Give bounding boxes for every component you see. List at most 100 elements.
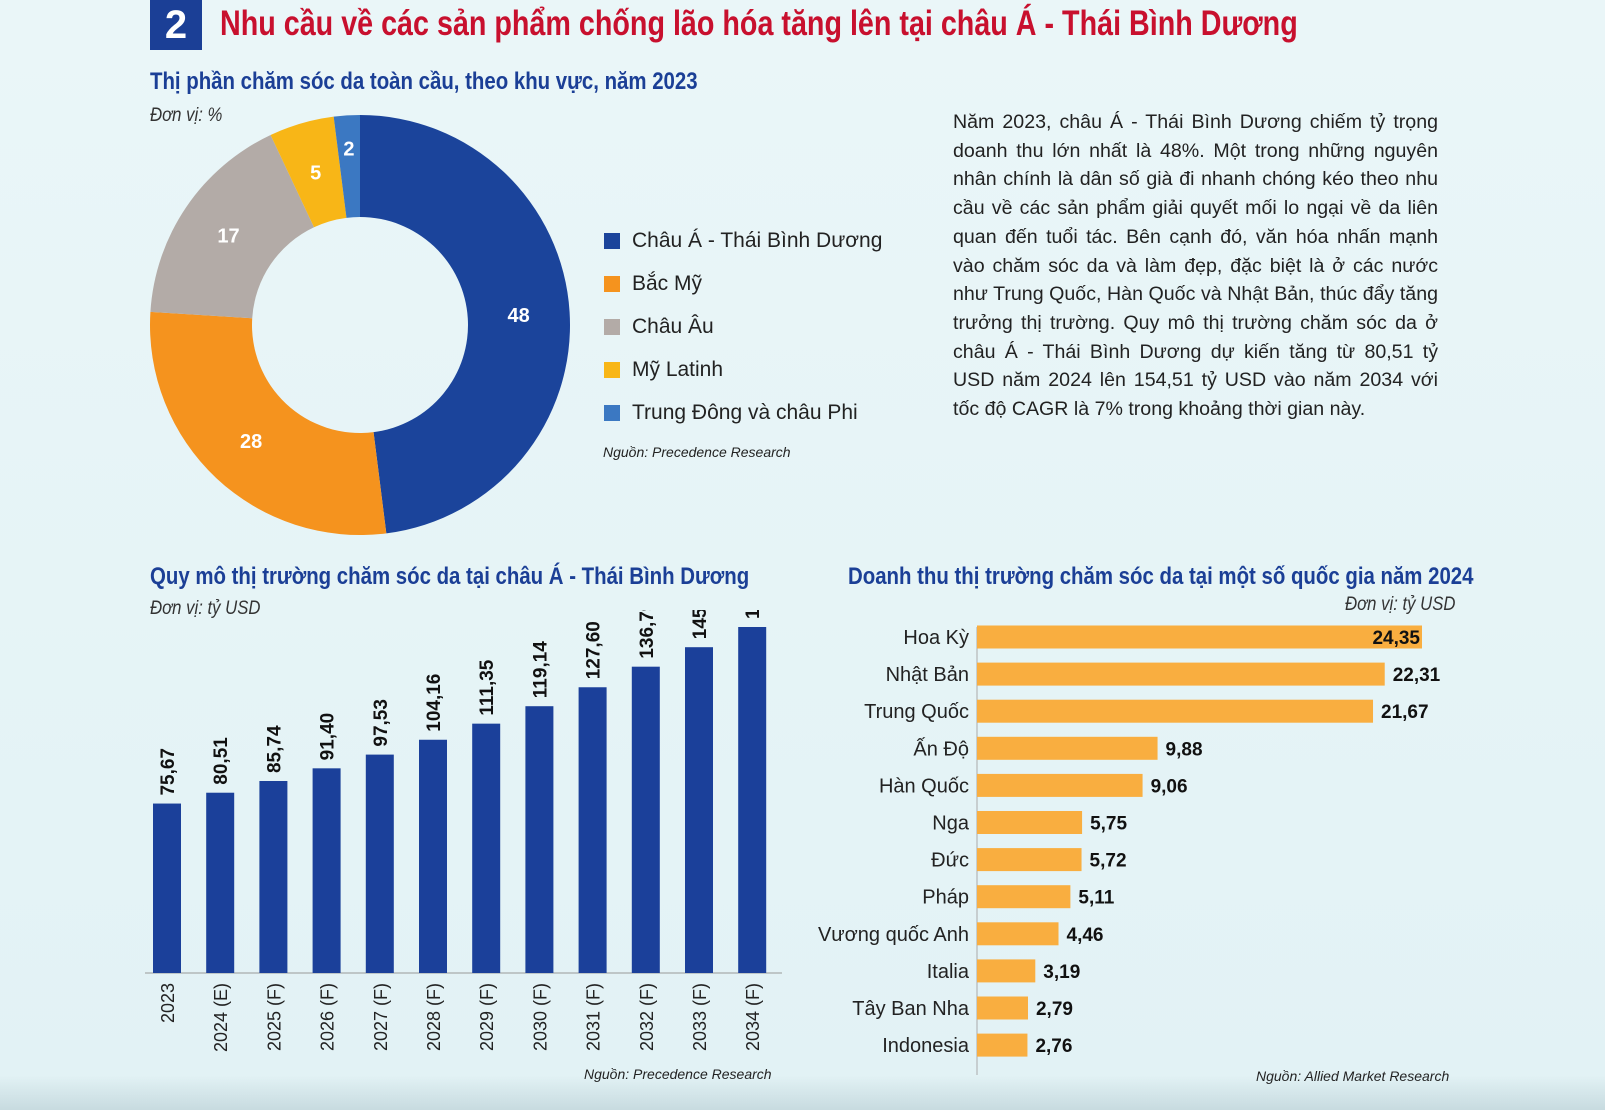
bar — [738, 627, 767, 973]
category-label: Indonesia — [882, 1035, 970, 1057]
donut-slice-label: 28 — [240, 431, 262, 453]
bar-value-label: 91,40 — [318, 713, 339, 761]
donut-legend: Châu Á - Thái Bình Dương Bắc Mỹ Châu Âu Mỹ … — [604, 226, 882, 441]
country-revenue-bar-chart: Hoa Kỳ 24,35 Nhật Bản 22,31 Trung Quốc 21,67 Ấ… — [818, 625, 1441, 1075]
bar — [259, 780, 288, 973]
page-title: Nhu cầu về các sản phẩm chống lão hóa tă… — [220, 4, 1298, 43]
bar — [977, 773, 1143, 797]
bar — [578, 687, 607, 973]
bar-value-label: 24,35 — [1372, 628, 1420, 649]
bar — [977, 848, 1082, 872]
legend-swatch — [604, 362, 620, 378]
bar-value-label: 21,67 — [1381, 702, 1429, 723]
bottom-shadow — [0, 1075, 1605, 1110]
legend-item: Bắc Mỹ — [604, 269, 882, 299]
legend-item: Trung Đông và châu Phi — [604, 398, 882, 428]
bar-value-label: 80,51 — [211, 737, 232, 785]
bar-value-label: 2,79 — [1036, 999, 1073, 1020]
bar — [977, 922, 1059, 946]
bar-chart-unit: Đơn vị: tỷ USD — [150, 598, 261, 619]
bar-value-label: 4,46 — [1067, 925, 1104, 946]
donut-chart: 48 28 17 52 — [150, 115, 571, 535]
bar — [977, 811, 1083, 834]
category-label: Pháp — [922, 887, 969, 909]
bar-value-label: 3,19 — [1043, 962, 1080, 983]
category-label: Hoa Kỳ — [903, 627, 969, 649]
donut-slice — [333, 115, 360, 218]
bar-value-label: 136,79 — [637, 610, 658, 659]
donut-slice-label: 5 — [310, 162, 321, 184]
category-label: Ấn Độ — [913, 737, 969, 760]
bar-chart-source: Nguồn: Precedence Research — [584, 1066, 772, 1082]
legend-swatch — [604, 276, 620, 292]
legend-item: Châu Á - Thái Bình Dương — [604, 226, 882, 256]
category-label: Đức — [931, 850, 969, 872]
x-tick-label: 2034 (F) — [743, 983, 763, 1051]
x-tick-label: 2024 (E) — [211, 983, 231, 1052]
donut-slice — [150, 134, 315, 319]
bar — [977, 662, 1385, 686]
bar — [525, 706, 554, 973]
category-label: Tây Ban Nha — [852, 998, 970, 1020]
category-label: Nhật Bản — [886, 664, 969, 686]
x-tick-label: 2025 (F) — [264, 983, 284, 1051]
description-paragraph: Năm 2023, châu Á - Thái Bình Dương chiếm… — [953, 111, 1438, 421]
bar-value-label: 22,31 — [1393, 665, 1441, 686]
bar-value-label: 104,16 — [424, 674, 445, 732]
bar — [153, 803, 181, 973]
hbar-chart-title: Doanh thu thị trường chăm sóc da tại một… — [848, 563, 1474, 590]
bar-value-label: 9,06 — [1151, 776, 1188, 797]
bar-value-label: 75,67 — [158, 748, 179, 796]
donut-slice-label: 17 — [217, 226, 239, 248]
donut-slice — [270, 116, 347, 228]
donut-slice — [150, 311, 387, 535]
category-label: Nga — [932, 813, 970, 835]
donut-slice-label: 48 — [508, 305, 530, 327]
bar — [977, 959, 1036, 983]
bar-value-label: 127,60 — [584, 621, 605, 679]
legend-label: Mỹ Latinh — [632, 358, 724, 381]
category-label: Hàn Quốc — [879, 775, 969, 797]
bar-value-label: 9,88 — [1166, 739, 1203, 760]
legend-item: Mỹ Latinh — [604, 355, 882, 385]
bar-value-label: 5,11 — [1078, 888, 1114, 909]
market-size-bar-chart: 75,67 2023 80,51 2024 (E) 85,74 2025 (F) 91,40… — [145, 610, 782, 1052]
x-tick-label: 2032 (F) — [637, 983, 657, 1051]
legend-swatch — [604, 319, 620, 335]
x-tick-label: 2026 (F) — [318, 983, 338, 1051]
bar — [419, 739, 447, 973]
legend-label: Trung Đông và châu Phi — [632, 401, 858, 424]
donut-slice-label: 2 — [343, 138, 354, 160]
hbar-chart-source: Nguồn: Allied Market Research — [1256, 1068, 1449, 1084]
bar — [365, 754, 394, 973]
bar-value-label: 5,72 — [1090, 851, 1127, 872]
section-number-badge: 2 — [150, 0, 202, 50]
bar — [977, 736, 1158, 760]
bar-value-label: 154,51 — [743, 610, 764, 619]
bar-value-label: 97,53 — [371, 699, 392, 747]
bar — [977, 885, 1071, 909]
bar — [472, 723, 501, 973]
bar-value-label: 5,75 — [1090, 814, 1127, 835]
hbar-chart-unit: Đơn vị: tỷ USD — [1345, 594, 1456, 615]
x-tick-label: 2031 (F) — [584, 983, 604, 1051]
bar-chart-title: Quy mô thị trường chăm sóc da tại châu Á… — [150, 563, 750, 590]
legend-label: Bắc Mỹ — [632, 272, 703, 295]
x-tick-label: 2029 (F) — [477, 983, 497, 1051]
legend-item: Châu Âu — [604, 312, 882, 342]
category-label: Italia — [927, 961, 970, 983]
category-label: Trung Quốc — [864, 701, 969, 723]
bar — [977, 1033, 1028, 1057]
category-label: Vương quốc Anh — [818, 924, 969, 946]
donut-chart-unit: Đơn vị: % — [150, 105, 223, 126]
x-tick-label: 2028 (F) — [424, 983, 444, 1051]
bar — [977, 996, 1028, 1020]
bar — [685, 647, 713, 973]
x-tick-label: 2030 (F) — [530, 983, 550, 1051]
x-tick-label: 2033 (F) — [690, 983, 710, 1051]
legend-label: Châu Á - Thái Bình Dương — [632, 229, 883, 252]
bar — [206, 792, 235, 973]
bar-value-label: 2,76 — [1035, 1036, 1072, 1057]
bar — [312, 768, 341, 973]
bar — [977, 625, 1422, 649]
